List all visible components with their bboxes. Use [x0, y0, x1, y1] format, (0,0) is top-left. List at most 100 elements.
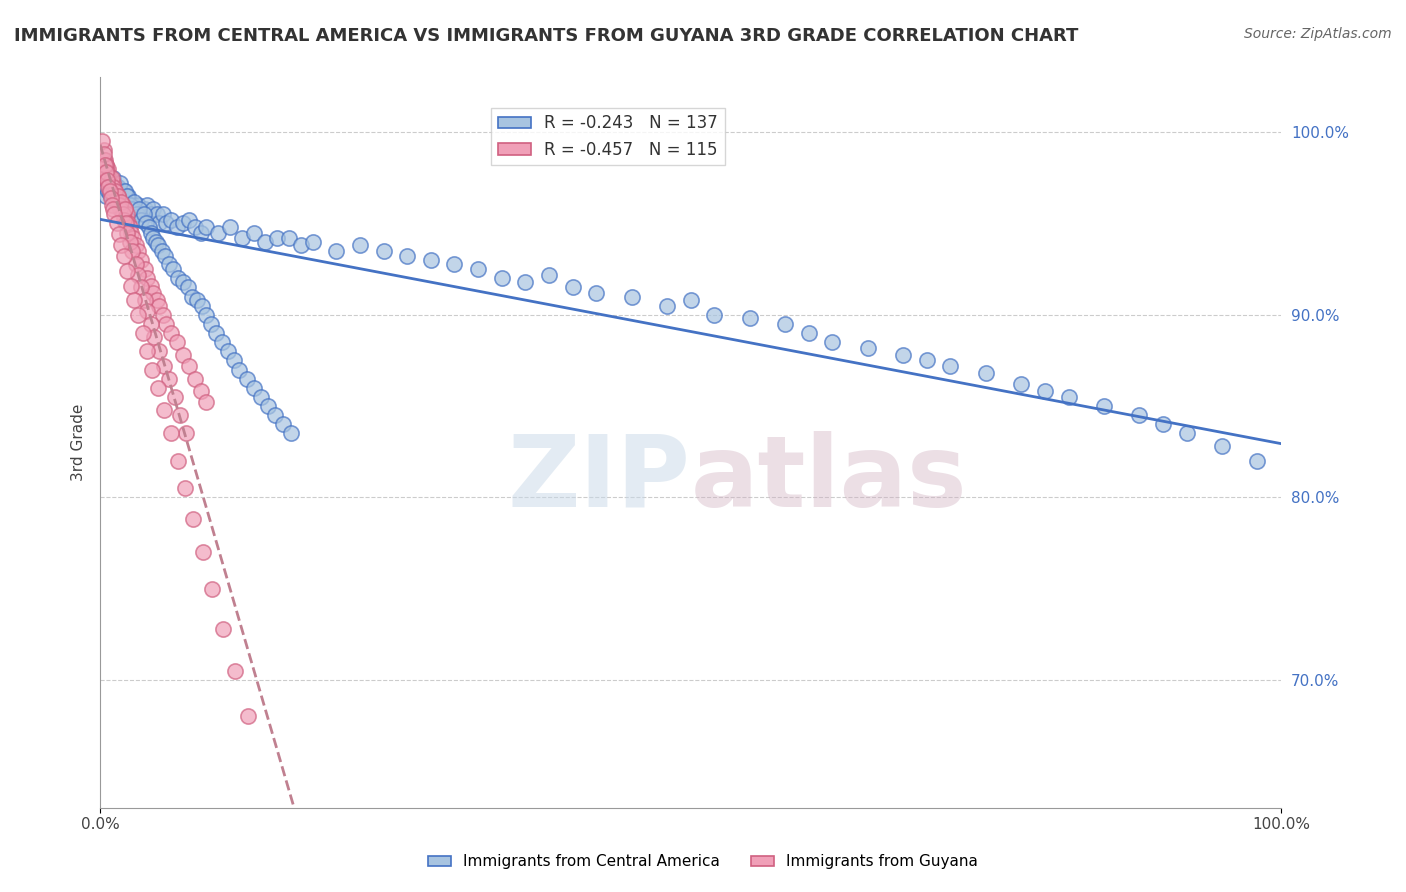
- blue: [217, 344, 239, 359]
- pink: [101, 184, 124, 198]
- pink: [148, 299, 170, 313]
- pink: [143, 329, 166, 343]
- Y-axis label: 3rd Grade: 3rd Grade: [72, 404, 86, 482]
- blue: [93, 180, 115, 194]
- blue: [219, 220, 242, 235]
- pink: [160, 426, 183, 441]
- blue: [118, 198, 141, 212]
- pink: [183, 512, 205, 526]
- pink: [105, 194, 128, 209]
- blue: [325, 244, 347, 258]
- blue: [419, 252, 441, 267]
- blue: [94, 189, 117, 203]
- pink: [93, 147, 115, 161]
- pink: [136, 304, 159, 318]
- pink: [94, 170, 117, 185]
- blue: [103, 189, 125, 203]
- blue: [443, 257, 465, 271]
- blue: [280, 426, 302, 441]
- pink: [153, 359, 176, 373]
- pink: [142, 285, 165, 300]
- pink: [157, 372, 180, 386]
- pink: [110, 202, 132, 216]
- blue: [108, 184, 131, 198]
- pink: [190, 384, 212, 399]
- pink: [91, 161, 114, 176]
- blue: [111, 194, 134, 209]
- pink: [201, 582, 224, 596]
- blue: [105, 189, 128, 203]
- blue: [249, 390, 271, 404]
- pink: [141, 362, 163, 376]
- blue: [162, 262, 184, 277]
- blue: [124, 194, 146, 209]
- blue: [1246, 454, 1268, 468]
- blue: [107, 187, 129, 202]
- pink: [97, 170, 120, 185]
- Legend: R = -0.243   N = 137, R = -0.457   N = 115: R = -0.243 N = 137, R = -0.457 N = 115: [491, 108, 725, 165]
- pink: [172, 348, 194, 362]
- pink: [96, 165, 118, 179]
- pink: [108, 198, 131, 212]
- pink: [101, 202, 124, 216]
- blue: [125, 207, 148, 221]
- blue: [142, 202, 165, 216]
- pink: [124, 257, 146, 271]
- blue: [97, 177, 120, 191]
- blue: [104, 184, 127, 198]
- pink: [122, 231, 145, 245]
- blue: [679, 293, 702, 308]
- pink: [136, 271, 159, 285]
- pink: [105, 194, 128, 209]
- pink: [117, 207, 139, 221]
- blue: [146, 238, 169, 252]
- pink: [117, 264, 139, 278]
- blue: [124, 202, 146, 216]
- blue: [1152, 417, 1174, 432]
- blue: [103, 177, 125, 191]
- blue: [93, 153, 115, 167]
- blue: [122, 198, 145, 212]
- pink: [111, 198, 134, 212]
- blue: [148, 217, 170, 231]
- pink: [120, 278, 142, 293]
- blue: [100, 177, 122, 191]
- blue: [155, 217, 177, 231]
- blue: [167, 271, 190, 285]
- blue: [128, 202, 150, 216]
- blue: [271, 417, 294, 432]
- pink: [127, 244, 149, 258]
- pink: [146, 293, 169, 308]
- pink: [108, 194, 131, 209]
- pink: [112, 207, 135, 221]
- blue: [738, 311, 761, 326]
- blue: [1092, 399, 1115, 413]
- blue: [301, 235, 323, 249]
- blue: [266, 231, 288, 245]
- blue: [98, 187, 121, 202]
- blue: [107, 184, 129, 198]
- pink: [110, 238, 132, 252]
- blue: [515, 275, 537, 289]
- blue: [821, 335, 844, 350]
- pink: [111, 207, 134, 221]
- blue: [121, 202, 143, 216]
- pink: [152, 308, 174, 322]
- blue: [97, 177, 120, 191]
- blue: [132, 207, 155, 221]
- blue: [856, 341, 879, 355]
- pink: [97, 180, 120, 194]
- blue: [166, 220, 188, 235]
- blue: [142, 231, 165, 245]
- blue: [101, 170, 124, 185]
- pink: [104, 184, 127, 198]
- blue: [115, 198, 138, 212]
- pink: [94, 158, 117, 172]
- pink: [107, 189, 129, 203]
- blue: [98, 180, 121, 194]
- blue: [242, 381, 264, 395]
- pink: [153, 402, 176, 417]
- Text: ZIP: ZIP: [508, 431, 690, 527]
- pink: [191, 545, 214, 559]
- Text: Source: ZipAtlas.com: Source: ZipAtlas.com: [1244, 27, 1392, 41]
